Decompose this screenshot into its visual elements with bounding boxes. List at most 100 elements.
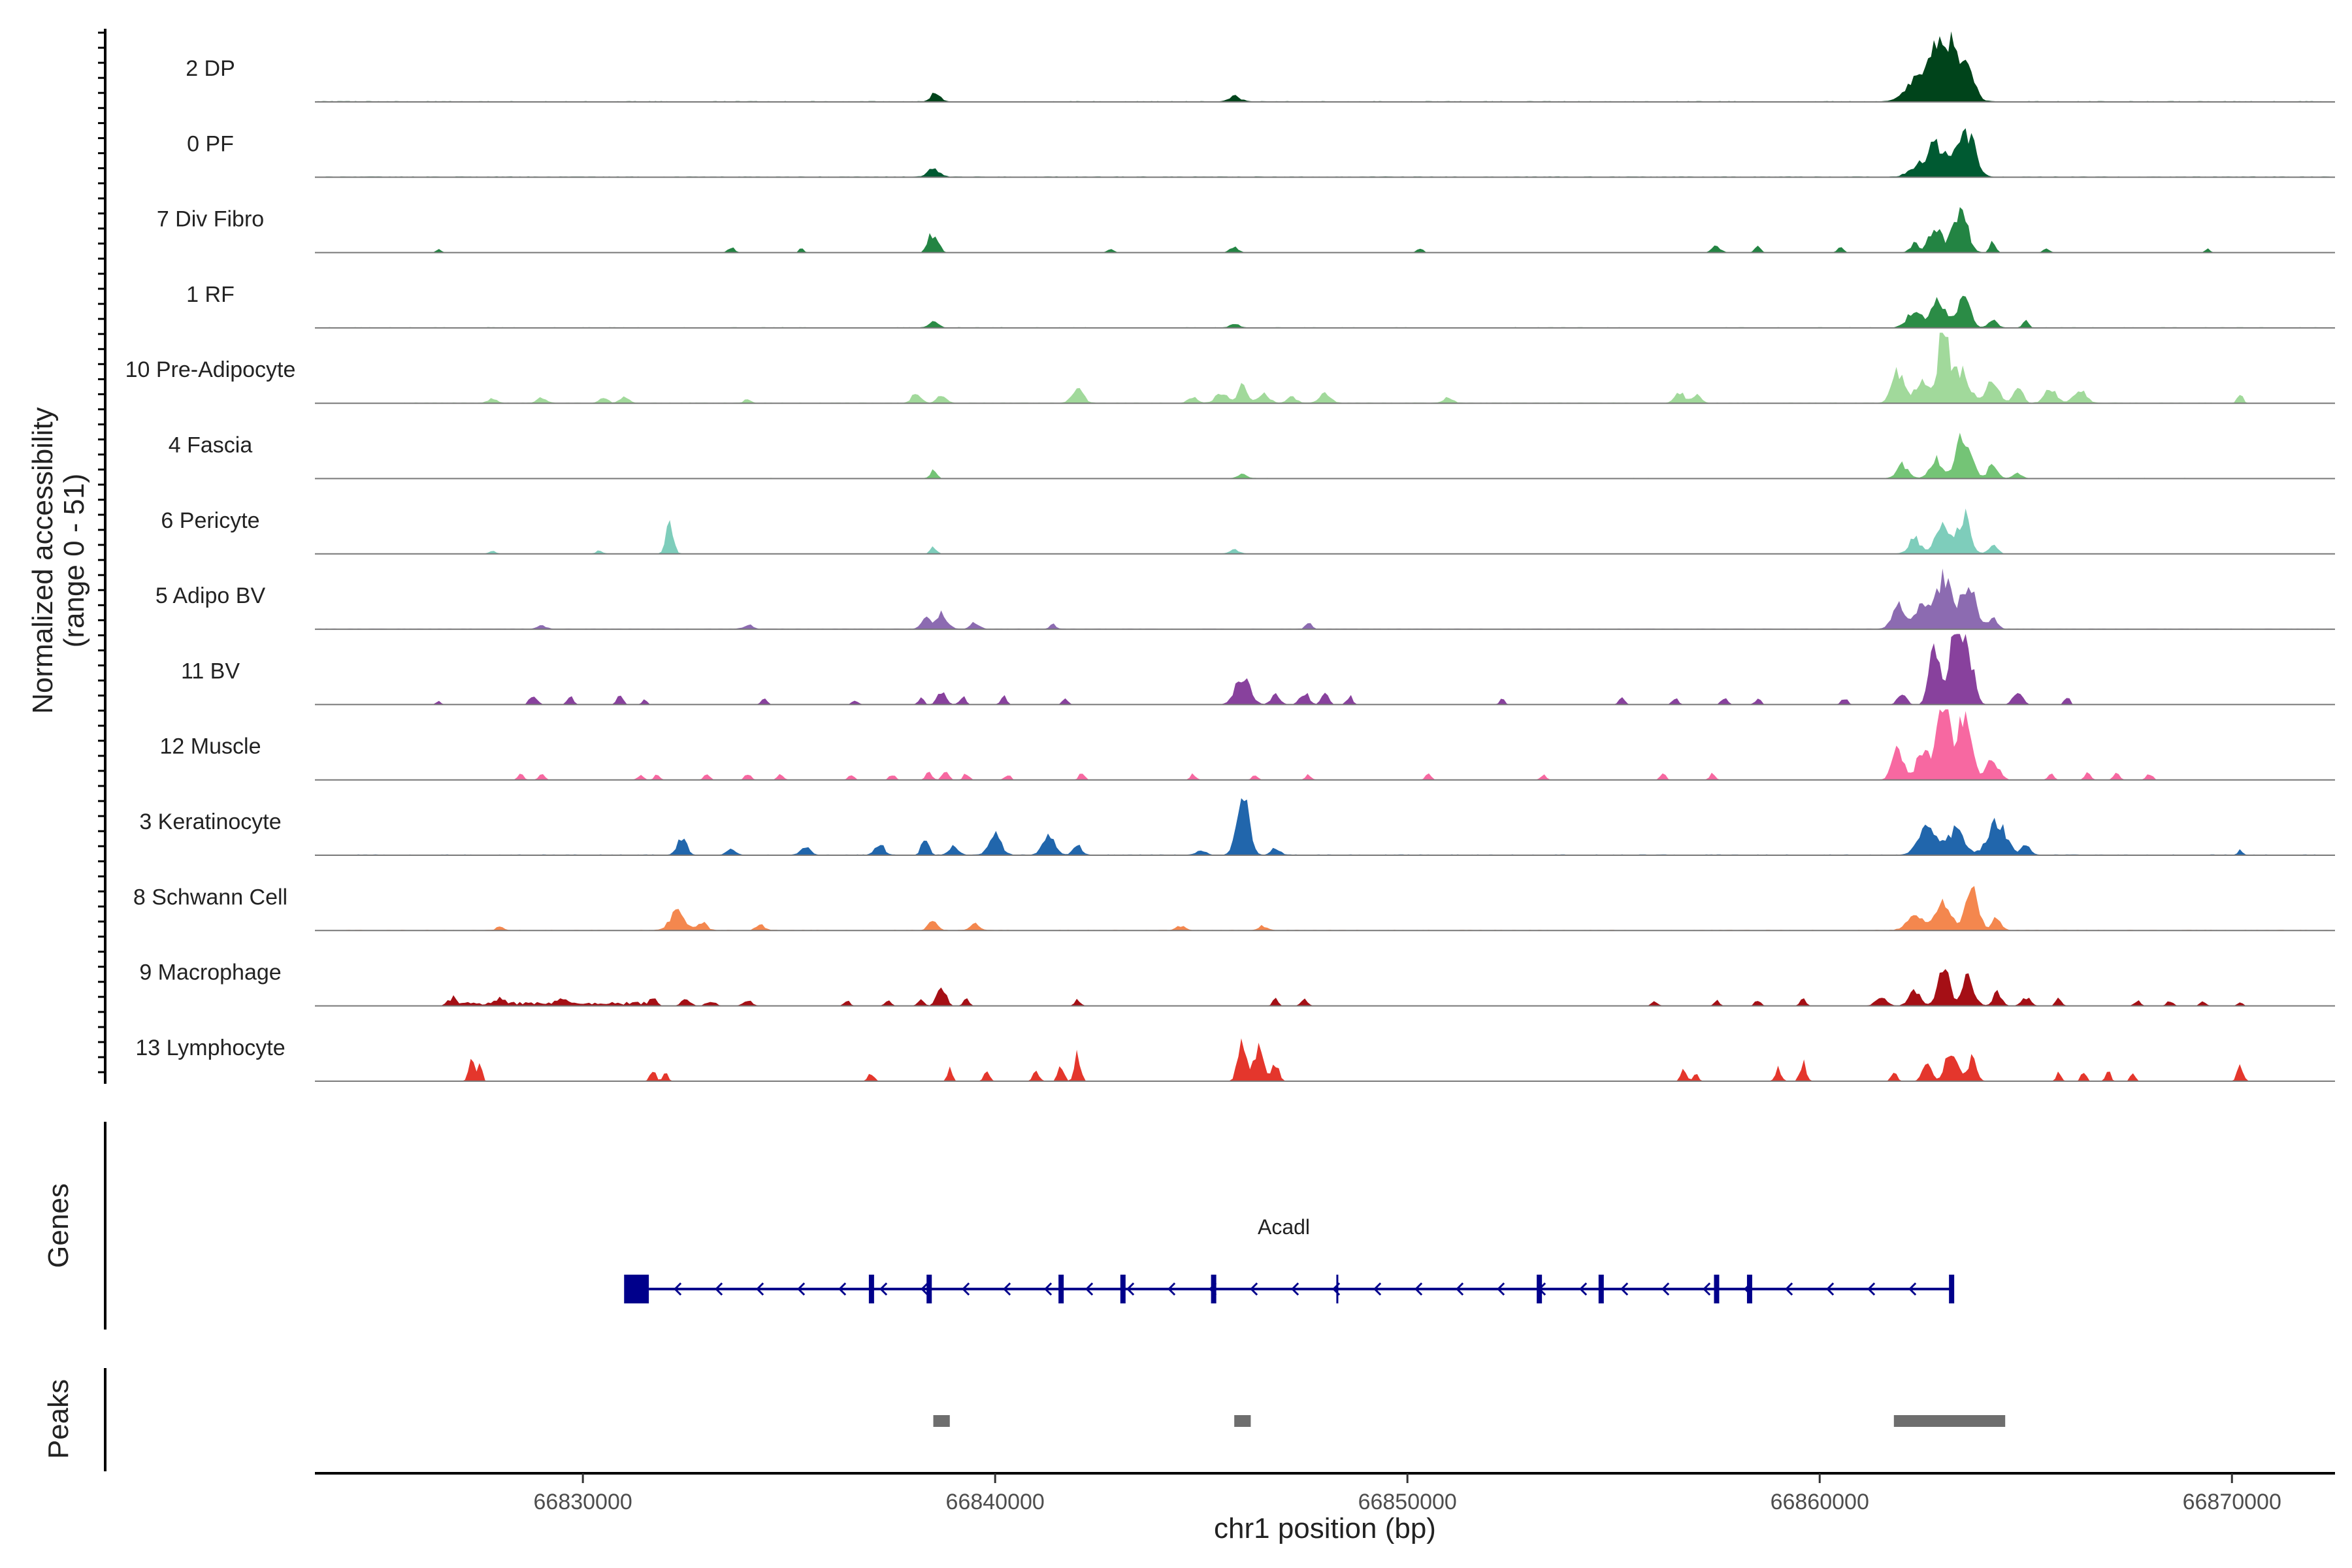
track-label-3: 7 Div Fibro (157, 207, 264, 232)
track-area-10 (315, 709, 2335, 780)
track-label-10: 12 Muscle (160, 734, 261, 759)
genes-panel-label: Genes (42, 1183, 74, 1268)
peak-region-3 (1893, 1415, 2006, 1427)
strand-arrow-icon (1579, 1282, 1588, 1296)
y-axis-title-line1: Normalized accessibility (27, 407, 59, 713)
peak-region-1 (933, 1415, 950, 1427)
track-label-12: 8 Schwann Cell (133, 885, 287, 909)
strand-arrow-icon (1332, 1282, 1341, 1296)
gene-exon (1058, 1275, 1064, 1303)
accessibility-axis (98, 29, 106, 1084)
x-tick-label: 66860000 (1771, 1490, 1869, 1514)
track-area-3 (315, 207, 2335, 253)
gene-exon (1211, 1275, 1217, 1303)
gene-utr-block (624, 1275, 649, 1303)
gene-exon (1714, 1275, 1720, 1303)
track-area-12 (315, 886, 2335, 931)
strand-arrow-icon (1414, 1282, 1423, 1296)
strand-arrow-icon (1456, 1282, 1464, 1296)
track-area-1 (315, 31, 2335, 102)
track-label-11: 3 Keratinocyte (139, 809, 281, 834)
strand-arrow-icon (838, 1282, 847, 1296)
coverage-tracks: 2 DP 0 PF 7 Div Fibro 1 RF 10 Pre-Adipocyte 4… (125, 31, 2335, 1082)
strand-arrow-icon (1785, 1282, 1793, 1296)
track-area-5 (315, 333, 2335, 404)
track-7: 6 Pericyte (161, 508, 2335, 555)
strand-arrow-icon (1291, 1282, 1299, 1296)
x-axis: 66830000 66840000 66850000 66860000 66870000… (315, 1472, 2335, 1544)
track-area-6 (315, 433, 2335, 479)
track-14: 13 Lymphocyte (135, 1036, 2335, 1082)
strand-arrow-icon (1908, 1282, 1917, 1296)
track-area-11 (315, 798, 2335, 855)
track-2: 0 PF (187, 128, 2335, 178)
strand-arrow-icon (1867, 1282, 1876, 1296)
strand-arrow-icon (921, 1282, 929, 1296)
track-10: 12 Muscle (160, 709, 2335, 781)
track-area-13 (315, 969, 2335, 1006)
strand-arrow-icon (1744, 1282, 1752, 1296)
strand-arrow-icon (1538, 1282, 1546, 1296)
track-11: 3 Keratinocyte (139, 798, 2335, 856)
strand-arrow-icon (1373, 1282, 1382, 1296)
gene-exon (1598, 1275, 1604, 1303)
x-axis-title: chr1 position (bp) (1214, 1512, 1436, 1544)
genes-panel: Genes Acadl (42, 1122, 1955, 1330)
track-9: 11 BV (181, 634, 2335, 706)
track-label-2: 0 PF (187, 131, 234, 156)
strand-arrow-icon (674, 1282, 682, 1296)
x-tick-label: 66870000 (2183, 1490, 2281, 1514)
track-area-8 (315, 568, 2335, 630)
track-1: 2 DP (186, 31, 2335, 103)
track-area-14 (315, 1038, 2335, 1081)
gene-exon (926, 1275, 932, 1303)
gene-exon (1746, 1275, 1752, 1303)
peak-region-2 (1234, 1415, 1251, 1427)
strand-arrow-icon (1620, 1282, 1629, 1296)
gene-name-label: Acadl (1258, 1215, 1310, 1239)
peak-regions (933, 1415, 2006, 1427)
track-label-5: 10 Pre-Adipocyte (125, 357, 296, 382)
strand-arrow-icon (1250, 1282, 1258, 1296)
track-5: 10 Pre-Adipocyte (125, 333, 2335, 404)
x-tick-label: 66850000 (1358, 1490, 1457, 1514)
strand-arrow-icon (797, 1282, 806, 1296)
strand-arrow-icon (1168, 1282, 1176, 1296)
track-label-6: 4 Fascia (169, 433, 253, 458)
strand-arrow-icon (715, 1282, 723, 1296)
track-label-1: 2 DP (186, 56, 235, 81)
track-4: 1 RF (186, 282, 2335, 329)
gene-exon (868, 1275, 874, 1303)
track-3: 7 Div Fibro (157, 207, 2335, 253)
strand-arrow-icon (879, 1282, 888, 1296)
strand-arrow-icon (1085, 1282, 1094, 1296)
track-label-8: 5 Adipo BV (155, 583, 266, 608)
strand-arrow-icon (1497, 1282, 1505, 1296)
strand-arrow-icon (1126, 1282, 1135, 1296)
x-tick-label: 66830000 (534, 1490, 632, 1514)
track-6: 4 Fascia (169, 433, 2335, 480)
gene-exon (1949, 1275, 1955, 1303)
track-8: 5 Adipo BV (155, 568, 2335, 630)
x-tick-label: 66840000 (946, 1490, 1045, 1514)
track-area-2 (315, 128, 2335, 178)
strand-arrow-icon (962, 1282, 970, 1296)
track-area-7 (315, 508, 2335, 554)
strand-arrow-icon (1003, 1282, 1011, 1296)
track-label-7: 6 Pericyte (161, 508, 259, 533)
track-13: 9 Macrophage (139, 960, 2335, 1007)
strand-arrow-icon (1209, 1282, 1217, 1296)
strand-arrow-icon (1044, 1282, 1053, 1296)
track-label-14: 13 Lymphocyte (135, 1036, 285, 1060)
y-axis-title-line2: (range 0 - 51) (58, 474, 90, 648)
track-label-4: 1 RF (186, 282, 235, 307)
strand-arrow-icon (1661, 1282, 1670, 1296)
peaks-panel: Peaks (42, 1368, 2006, 1471)
track-area-9 (315, 634, 2335, 705)
track-label-13: 9 Macrophage (139, 960, 281, 985)
gene-model (624, 1275, 1955, 1303)
track-12: 8 Schwann Cell (133, 885, 2335, 932)
peaks-panel-label: Peaks (42, 1379, 74, 1459)
strand-arrow-icon (756, 1282, 764, 1296)
